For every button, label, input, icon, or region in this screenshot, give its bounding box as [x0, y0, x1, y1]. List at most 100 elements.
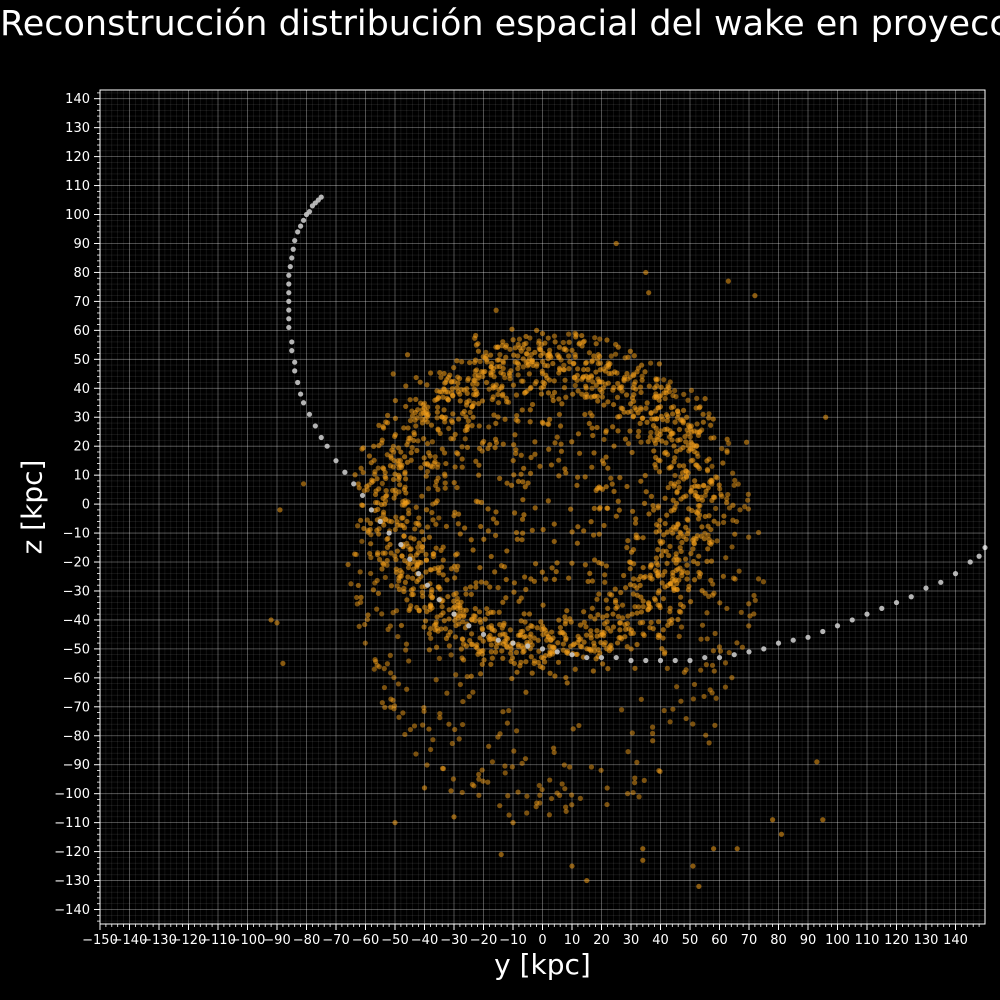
wake-point: [434, 415, 440, 421]
wake-point: [392, 397, 399, 404]
wake-point: [652, 597, 659, 603]
wake-point: [435, 628, 441, 634]
wake-point: [674, 488, 680, 495]
x-tick-label: 30: [623, 933, 640, 948]
wake-point: [677, 565, 683, 571]
wake-point: [627, 582, 634, 588]
wake-point: [691, 541, 697, 547]
wake-point: [359, 446, 365, 452]
wake-point: [538, 391, 545, 397]
wake-point: [362, 640, 368, 646]
wake-point: [406, 607, 412, 614]
wake-point: [673, 393, 679, 400]
wake-point: [540, 379, 546, 385]
wake-point: [441, 370, 447, 377]
wake-point: [464, 427, 470, 433]
wake-point: [408, 535, 414, 541]
wake-point: [706, 411, 712, 417]
wake-point: [657, 404, 664, 410]
orbit-point: [306, 411, 313, 417]
wake-point: [448, 379, 455, 385]
wake-point: [648, 429, 654, 436]
wake-point: [743, 439, 750, 445]
wake-point: [480, 638, 486, 644]
wake-point: [666, 552, 672, 559]
wake-point: [648, 619, 654, 626]
wake-point: [459, 359, 465, 365]
y-tick-label: −140: [54, 903, 90, 918]
wake-point: [381, 666, 387, 672]
wake-point: [379, 566, 385, 572]
wake-point: [536, 340, 542, 346]
wake-point: [672, 388, 678, 394]
wake-point: [615, 613, 621, 620]
wake-point: [435, 486, 441, 493]
wake-point: [536, 782, 542, 789]
y-tick-label: 90: [73, 237, 90, 252]
wake-point: [479, 767, 485, 773]
wake-point: [563, 635, 569, 641]
wake-point: [551, 538, 557, 545]
wake-point: [352, 551, 358, 557]
wake-point: [717, 600, 723, 606]
wake-point: [602, 381, 608, 387]
wake-point: [617, 620, 624, 626]
wake-point: [440, 572, 446, 578]
wake-point: [486, 743, 492, 749]
wake-point: [694, 450, 700, 457]
wake-point: [473, 644, 479, 650]
wake-point: [619, 602, 626, 608]
wake-point: [614, 394, 621, 400]
wake-point: [691, 535, 697, 542]
wake-point: [683, 493, 689, 499]
wake-point: [501, 564, 508, 570]
wake-point: [651, 437, 657, 443]
wake-point: [613, 513, 619, 519]
wake-point: [556, 617, 562, 623]
wake-point: [434, 464, 441, 470]
wake-point: [502, 631, 508, 637]
wake-point: [530, 362, 536, 369]
wake-point: [511, 748, 517, 754]
wake-point: [658, 428, 664, 434]
wake-point: [427, 603, 433, 610]
wake-point: [353, 551, 359, 558]
wake-point: [591, 505, 597, 511]
wake-point: [423, 551, 429, 558]
wake-point: [708, 477, 714, 483]
wake-point: [665, 451, 671, 458]
wake-point: [670, 706, 676, 712]
wake-point: [633, 516, 639, 522]
wake-point: [649, 576, 655, 582]
wake-point: [600, 385, 606, 391]
wake-point: [684, 516, 690, 522]
wake-point: [468, 673, 474, 679]
wake-point: [646, 511, 652, 517]
wake-point: [694, 493, 700, 499]
wake-point: [466, 693, 472, 700]
wake-point: [636, 794, 642, 800]
wake-point: [488, 642, 494, 648]
wake-point: [684, 570, 690, 576]
y-tick-label: −60: [63, 671, 90, 686]
wake-point: [581, 619, 587, 625]
wake-point: [547, 777, 553, 783]
wake-point: [662, 584, 668, 590]
wake-point: [591, 353, 597, 359]
wake-point: [545, 363, 551, 369]
orbit-point: [292, 359, 298, 365]
wake-point: [628, 630, 634, 637]
orbit-point: [398, 542, 404, 548]
wake-point: [527, 419, 533, 425]
wake-point: [504, 644, 510, 650]
y-tick-label: 50: [73, 353, 90, 368]
wake-point: [669, 430, 675, 436]
wake-point: [625, 409, 631, 415]
wake-point: [751, 592, 757, 599]
wake-point: [514, 669, 520, 675]
wake-point: [583, 624, 589, 630]
wake-point: [566, 339, 572, 345]
wake-point: [532, 451, 538, 457]
wake-point: [459, 789, 465, 796]
wake-point: [503, 595, 509, 601]
